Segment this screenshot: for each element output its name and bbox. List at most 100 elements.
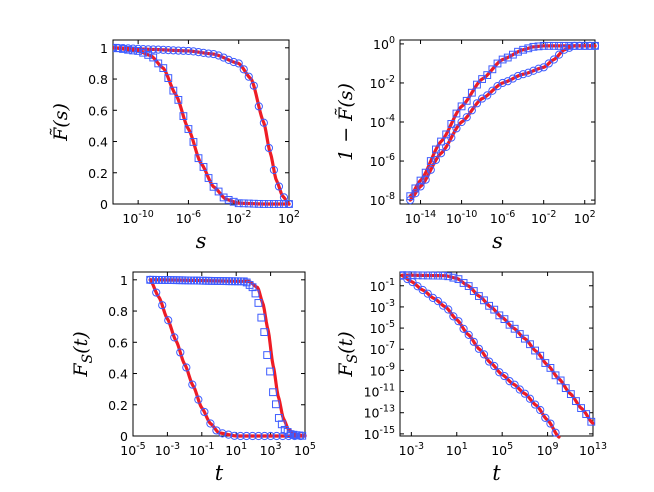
data-point-square <box>587 417 596 426</box>
data-point-circle <box>510 380 519 389</box>
x-tick-label: 1013 <box>579 441 607 458</box>
data-point-square <box>423 271 432 280</box>
data-point-circle <box>519 70 528 79</box>
data-point-circle <box>269 165 279 175</box>
data-point-square <box>179 112 188 121</box>
data-point-circle <box>406 196 415 205</box>
markers-squares <box>400 271 596 426</box>
data-point-square <box>488 65 497 74</box>
data-point-square <box>526 340 534 349</box>
data-point-circle <box>457 117 466 127</box>
data-point-square <box>124 45 132 54</box>
markers-circles <box>406 41 600 205</box>
data-point-circle <box>515 385 524 394</box>
data-point-circle <box>531 400 540 409</box>
data-point-circle <box>474 344 483 353</box>
data-point-square <box>515 330 524 338</box>
panel-bottom-left: 10-5 10-3 10-1 101 103 105 0 0.2 0.4 0.6 0.8 1 t FS(t… <box>70 271 316 485</box>
y-axis-label: 1 − F̃(s) <box>335 83 357 161</box>
y-tick-label: 10-7 <box>370 340 395 357</box>
data-point-square <box>457 102 466 111</box>
data-point-circle <box>164 316 173 325</box>
data-point-circle <box>152 288 161 297</box>
plot-frame <box>399 271 594 437</box>
data-point-circle <box>541 413 550 422</box>
data-point-circle <box>433 297 443 306</box>
data-point-circle <box>472 99 482 108</box>
data-point-square <box>555 41 563 50</box>
data-point-circle <box>184 46 193 56</box>
y-tick-label: 10-3 <box>370 298 395 315</box>
data-point-square <box>432 145 440 154</box>
y-tick-label: 0.2 <box>108 398 128 413</box>
data-point-square <box>184 125 193 133</box>
x-axis-label: t <box>492 461 501 485</box>
data-point-square <box>254 299 263 307</box>
data-point-square <box>498 55 507 64</box>
y-tick-label: 10-8 <box>370 191 395 208</box>
data-point-square <box>556 376 565 385</box>
x-tick-label: 102 <box>278 209 300 226</box>
data-point-square <box>536 351 545 360</box>
panel-top-right: 10-14 10-10 10-6 10-2 102 10-8 10-6 10-4 10-2 100… <box>335 35 600 253</box>
data-point-circle <box>585 41 594 50</box>
y-axis-label: F̃(s) <box>50 103 72 142</box>
data-point-square <box>251 289 260 298</box>
data-point-circle <box>546 419 555 428</box>
fit-line-circles <box>408 44 597 202</box>
data-point-circle <box>575 41 584 50</box>
data-point-circle <box>236 431 245 441</box>
y-tick-label: 0 <box>100 197 108 212</box>
data-point-circle <box>447 133 456 142</box>
data-point-circle <box>488 86 497 95</box>
data-point-square <box>260 328 269 336</box>
x-tick-label: 101 <box>225 441 247 458</box>
x-tick-label: 101 <box>446 441 468 458</box>
data-point-circle <box>266 431 275 441</box>
data-point-square <box>480 296 488 305</box>
data-point-circle <box>469 337 478 346</box>
data-point-circle <box>483 91 492 100</box>
data-point-square <box>418 271 427 280</box>
data-point-square <box>416 176 425 185</box>
data-point-circle <box>158 301 167 310</box>
data-point-circle <box>194 395 203 404</box>
x-axis-label: s <box>492 229 503 253</box>
data-point-square <box>544 41 553 50</box>
data-point-circle <box>520 389 529 398</box>
data-point-circle <box>431 155 441 165</box>
data-point-circle <box>459 324 468 333</box>
data-point-square <box>519 45 528 54</box>
data-point-circle <box>239 65 248 74</box>
panel-bottom-right: 10-3 101 105 109 1013 10-15 10-13 10-11 10-9 10-7… <box>335 271 607 485</box>
data-point-circle <box>485 357 494 366</box>
data-point-square <box>263 351 272 359</box>
x-tick-label: 10-3 <box>399 441 424 458</box>
data-point-circle <box>411 189 420 198</box>
data-point-square <box>244 199 253 208</box>
data-point-square <box>452 109 461 118</box>
y-tick-label: 0.2 <box>88 166 108 181</box>
data-point-circle <box>421 175 430 184</box>
data-point-square <box>582 410 591 418</box>
data-point-circle <box>189 47 198 56</box>
y-tick-label: 0.4 <box>108 367 128 382</box>
x-axis-label: t <box>215 461 224 485</box>
x-tick-label: 103 <box>260 441 282 458</box>
data-point-square <box>429 271 437 280</box>
data-point-square <box>560 41 569 50</box>
y-tick-label: 10-5 <box>370 319 395 336</box>
data-point-circle <box>423 289 432 298</box>
data-point-circle <box>230 431 239 440</box>
data-point-circle <box>452 124 461 133</box>
data-point-square <box>524 44 533 53</box>
data-point-square <box>199 163 208 171</box>
data-point-square <box>164 74 173 82</box>
markers-squares <box>406 41 599 201</box>
x-axis-label: s <box>196 229 207 253</box>
data-point-square <box>534 42 543 51</box>
x-tick-label: 105 <box>491 441 513 458</box>
data-point-circle <box>272 431 281 441</box>
data-point-circle <box>278 431 287 441</box>
data-point-circle <box>462 113 471 122</box>
